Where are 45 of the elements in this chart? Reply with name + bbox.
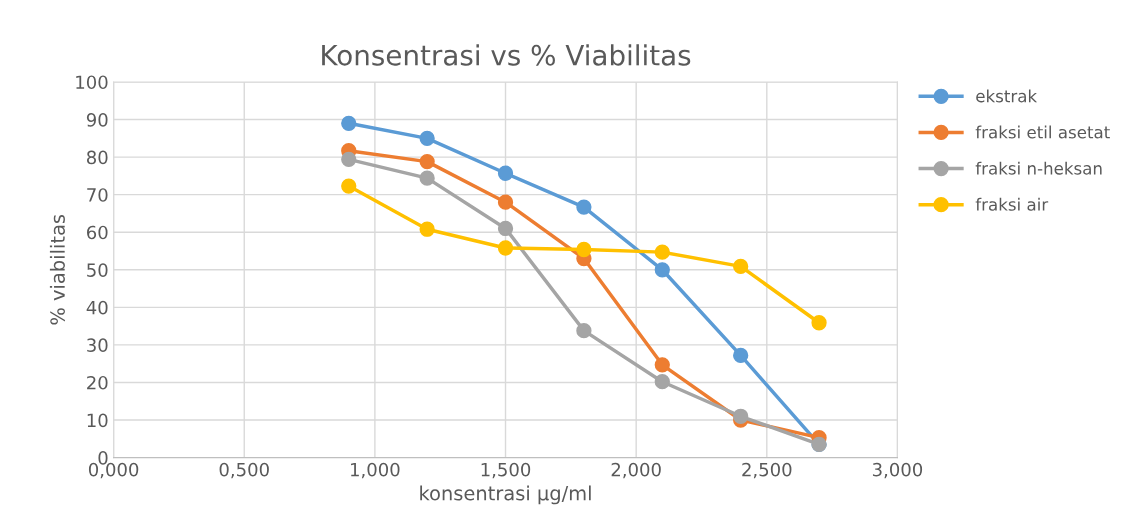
y-tick-label: 40	[86, 300, 108, 315]
point	[341, 115, 357, 131]
x-tick-label: 1,500	[481, 462, 531, 479]
point	[733, 408, 749, 424]
point	[341, 151, 357, 168]
point	[654, 244, 670, 260]
y-tick-label: 90	[86, 113, 108, 127]
y-tick-label: 100	[76, 75, 108, 90]
legend-label: fraksi etil asetat	[975, 125, 1110, 139]
point	[654, 262, 670, 278]
y-tick-label: 50	[87, 263, 108, 277]
x-tick-label: 3,000	[872, 462, 923, 479]
y-axis-title: % viabilitas	[49, 214, 65, 325]
y-tick-label: 70	[87, 188, 108, 202]
legend-label: fraksi n-heksan	[975, 161, 1102, 175]
x-tick-label: 2,500	[742, 462, 792, 479]
point	[497, 194, 514, 210]
y-tick-label: 20	[87, 375, 108, 390]
point	[341, 178, 357, 194]
point	[497, 220, 514, 237]
point	[419, 153, 435, 170]
legend-label: fraksi air	[975, 197, 1049, 211]
point	[576, 322, 592, 339]
x-axis-title: konsentrasi µg/ml	[420, 485, 591, 505]
point	[654, 374, 670, 390]
y-tick-label: 10	[87, 413, 108, 428]
point	[733, 347, 749, 364]
x-tick-label: 0,500	[219, 462, 269, 479]
legend-label: ekstrak	[976, 89, 1038, 103]
x-tick-label: 2,000	[611, 462, 661, 479]
y-tick-label: 30	[87, 338, 108, 353]
point	[811, 315, 827, 331]
point	[654, 357, 670, 373]
chart-title: Konsentrasi vs % Viabilitas	[322, 44, 691, 66]
point	[497, 165, 514, 181]
y-tick-label: 80	[86, 150, 108, 165]
point	[733, 258, 749, 275]
point	[576, 199, 592, 215]
point	[576, 241, 592, 258]
y-tick-label: 60	[87, 225, 108, 240]
point	[419, 221, 435, 237]
point	[419, 130, 435, 146]
point	[497, 240, 514, 256]
point	[419, 170, 435, 186]
x-tick-label: 1,000	[351, 462, 400, 479]
